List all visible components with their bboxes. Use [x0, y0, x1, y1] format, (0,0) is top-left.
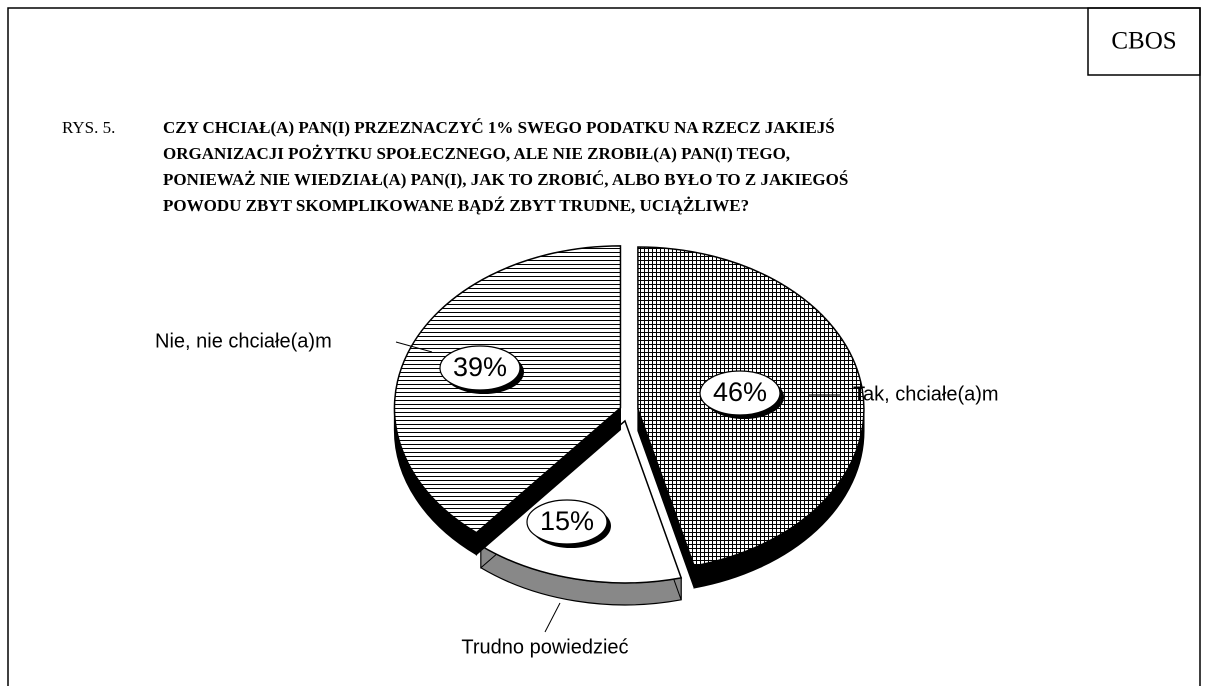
- chart-title: PONIEWAŻ NIE WIEDZIAŁ(A) PAN(I), JAK TO …: [163, 170, 848, 189]
- label-bubble: [439, 345, 521, 391]
- source: CBOS: [1111, 28, 1176, 55]
- figure-label: RYS. 5.: [62, 118, 115, 137]
- leader-line: [395, 341, 433, 353]
- category-label: Tak, chciałe(a)m: [853, 383, 999, 405]
- leader-line: [544, 602, 561, 633]
- chart-title: POWODU ZBYT SKOMPLIKOWANE BĄDŹ ZBYT TRUD…: [163, 196, 749, 215]
- label-bubble: [526, 499, 608, 545]
- source-box: [1087, 7, 1201, 76]
- value-label: 39%: [453, 352, 507, 382]
- label-bubble: [699, 370, 781, 416]
- chart-title: CZY CHCIAŁ(A) PAN(I) PRZEZNACZYĆ 1% SWEG…: [163, 118, 835, 137]
- category-label: Nie, nie chciałe(a)m: [155, 330, 332, 352]
- value-label: 46%: [713, 377, 767, 407]
- frame: [7, 7, 1201, 686]
- value-label: 15%: [540, 506, 594, 536]
- chart-title: ORGANIZACJI POŻYTKU SPOŁECZNEGO, ALE NIE…: [163, 144, 790, 163]
- category-label: Trudno powiedzieć: [461, 636, 628, 658]
